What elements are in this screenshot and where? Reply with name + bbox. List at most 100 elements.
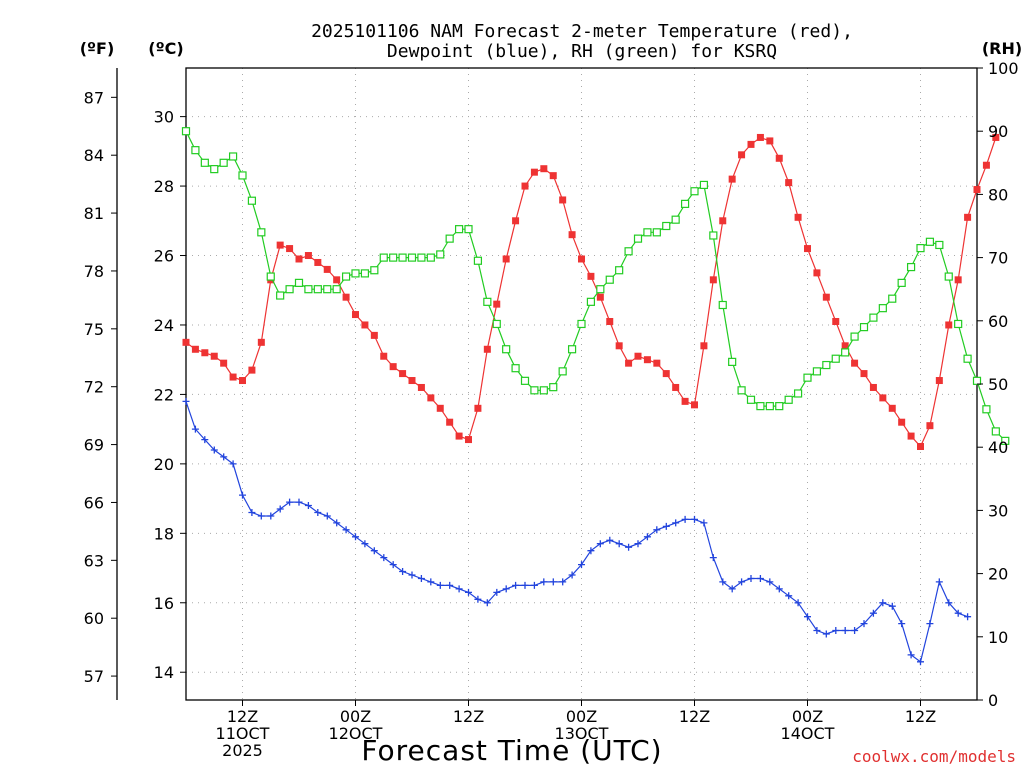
dewpoint-point: [954, 609, 962, 617]
temperature-point: [210, 352, 218, 360]
chart-title-line1: 2025101106 NAM Forecast 2-meter Temperat…: [311, 21, 853, 42]
unit-label-rh: (RH): [982, 39, 1022, 58]
temperature-point: [945, 321, 953, 329]
rh-point: [991, 427, 1000, 436]
f-tick-label: 60: [84, 609, 104, 628]
temperature-point: [766, 137, 774, 145]
rh-point: [379, 253, 388, 262]
rh-point: [850, 332, 859, 341]
dewpoint-point: [333, 519, 341, 527]
temperature-point: [521, 182, 529, 190]
rh-point: [822, 360, 831, 370]
f-tick-label: 66: [84, 493, 104, 512]
dewpoint-point: [596, 540, 604, 548]
temperature-point: [775, 154, 783, 162]
rh-point: [775, 402, 784, 411]
rh-point: [916, 244, 925, 253]
rh-point: [709, 231, 718, 240]
dewpoint-point: [559, 578, 567, 586]
temperature-point: [248, 366, 256, 374]
f-tick-label: 72: [84, 378, 104, 397]
rh-point: [407, 253, 417, 262]
temperature-point: [794, 213, 802, 221]
dewpoint-point: [756, 575, 764, 582]
dewpoint-point: [879, 599, 887, 607]
temperature-point: [578, 255, 585, 263]
rh-tick-label: 60: [988, 312, 1008, 331]
temperature-point: [352, 311, 359, 319]
dewpoint-point: [662, 522, 670, 530]
dewpoint-point: [483, 599, 491, 607]
rh-point: [445, 234, 454, 243]
rh-point: [831, 354, 840, 363]
temperature-point: [747, 140, 755, 148]
dewpoint-point: [248, 509, 256, 516]
rh-point: [502, 345, 511, 354]
dewpoint-point: [380, 554, 388, 562]
rh-point: [313, 285, 322, 294]
rh-point: [737, 386, 746, 395]
c-tick-label: 20: [154, 455, 174, 474]
rh-tick-label: 30: [988, 501, 1008, 520]
temperature-point: [568, 231, 576, 239]
rh-point: [464, 225, 473, 234]
temperature-point: [276, 241, 284, 249]
c-tick-label: 18: [154, 524, 174, 543]
dewpoint-point: [869, 609, 877, 617]
temperature-point: [304, 252, 312, 260]
rh-point: [549, 383, 558, 392]
dewpoint-point: [945, 599, 953, 607]
dewpoint-point: [719, 578, 727, 586]
rh-point: [765, 402, 774, 411]
temperature-point: [804, 245, 811, 253]
c-tick-label: 16: [154, 594, 174, 613]
dewpoint-point: [634, 540, 642, 548]
dewpoint-point: [493, 588, 501, 596]
rh-point: [276, 291, 285, 300]
rh-point: [360, 269, 370, 278]
series-temperature: [182, 133, 1000, 451]
dewpoint-point: [220, 453, 228, 461]
x-tick-label: 2025: [222, 741, 263, 760]
dewpoint-point: [917, 658, 924, 666]
x-tick-label: 12Z: [227, 707, 258, 726]
dewpoint-point: [813, 627, 821, 634]
temperature-point: [182, 338, 190, 346]
dewpoint-point: [295, 498, 303, 506]
dewpoint-point: [549, 578, 557, 586]
temperature-point: [860, 370, 868, 378]
rh-point: [511, 364, 520, 373]
temperature-point: [643, 356, 651, 364]
temperature-point: [446, 418, 454, 426]
temperature-point: [926, 422, 934, 430]
x-tick-label: 14OCT: [781, 724, 835, 743]
dewpoint-point: [832, 627, 840, 634]
temperature-point: [879, 394, 887, 402]
rh-tick-label: 40: [988, 438, 1008, 457]
temperature-point: [738, 151, 746, 159]
temperature-point: [832, 317, 840, 325]
dewpoint-point: [276, 505, 284, 513]
temperature-point: [530, 168, 538, 176]
c-tick-label: 26: [154, 247, 174, 266]
temperature-point: [756, 133, 764, 141]
dewpoint-point: [229, 460, 237, 468]
rh-point: [944, 272, 953, 281]
rh-point: [662, 221, 671, 231]
rh-point: [784, 395, 793, 404]
dewpoint-point: [257, 512, 265, 520]
rh-point: [436, 250, 445, 259]
temperature-point: [653, 359, 661, 367]
rh-point: [577, 319, 586, 329]
temperature-point: [512, 217, 520, 225]
temperature-point: [229, 373, 237, 381]
dewpoint-point: [455, 585, 463, 593]
x-tick-label: 12Z: [679, 707, 710, 726]
x-tick-label: 11OCT: [216, 724, 270, 743]
temperature-point: [982, 161, 990, 169]
temperature-point: [973, 186, 981, 194]
dewpoint-point: [314, 509, 322, 516]
temperature-point: [389, 363, 397, 371]
rh-point: [586, 297, 596, 306]
rh-point: [210, 165, 219, 174]
